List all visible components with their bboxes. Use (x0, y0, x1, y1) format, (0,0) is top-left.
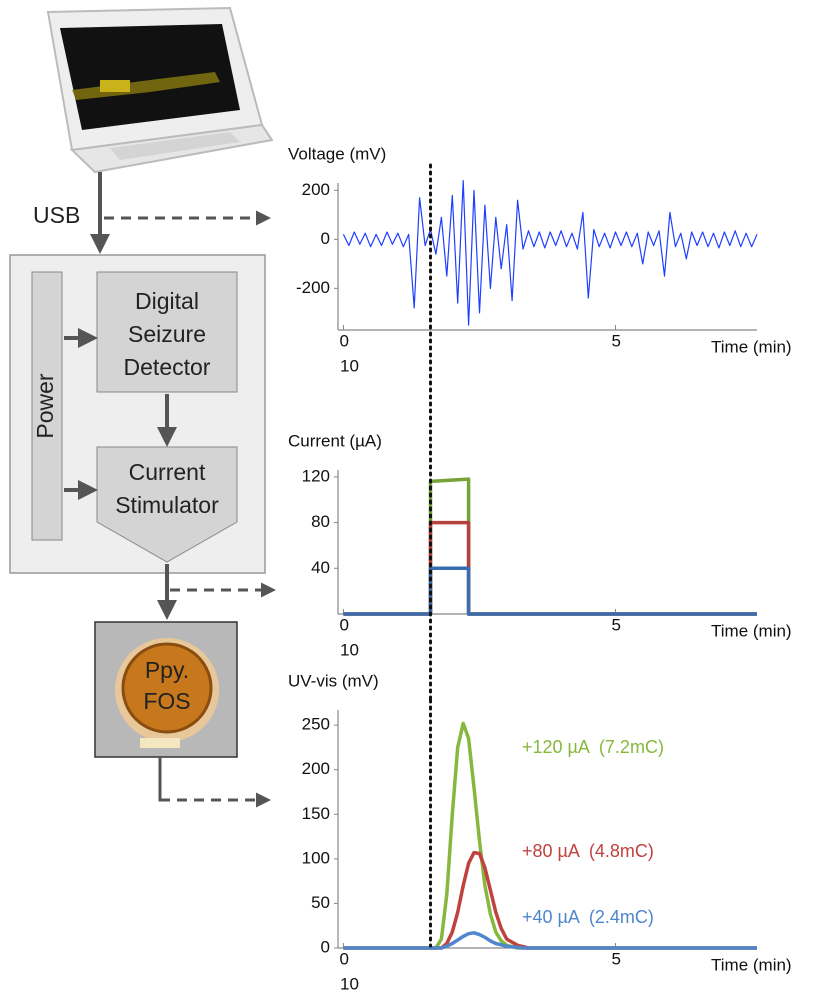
x-axis-label: Time (min) (711, 337, 792, 356)
data-line (343, 520, 757, 616)
x-tick-label: 0 (339, 615, 348, 634)
data-line (343, 566, 757, 616)
series-label: +120 µA (7.2mC) (522, 737, 664, 757)
y-axis-label: Voltage (mV) (288, 144, 386, 163)
y-tick-label: 80 (311, 512, 330, 531)
detector-label: Digital (135, 288, 199, 314)
annotation: 10 (340, 640, 359, 659)
y-tick-label: 0 (321, 229, 330, 248)
x-tick-label: 5 (612, 615, 621, 634)
series-label: +40 µA (2.4mC) (522, 907, 654, 927)
power-block (31, 271, 63, 541)
y-tick-label: 250 (302, 715, 330, 734)
laptop (46, 6, 274, 174)
stimulator-block (96, 446, 238, 563)
y-tick-label: 40 (311, 558, 330, 577)
data-line (343, 850, 757, 950)
data-line (343, 931, 757, 950)
x-axis-label: Time (min) (711, 955, 792, 974)
y-tick-label: 0 (321, 937, 330, 956)
annotation: 10 (340, 974, 359, 993)
sensor-label: Ppy. (145, 657, 189, 683)
data-line (343, 721, 757, 950)
stimulator-label: Stimulator (115, 492, 219, 518)
y-tick-label: 200 (302, 180, 330, 199)
annotation: 10 (340, 356, 359, 375)
series-label: +80 µA (4.8mC) (522, 841, 654, 861)
x-tick-label: 5 (612, 949, 621, 968)
data-line (343, 477, 757, 616)
y-tick-label: 50 (311, 893, 330, 912)
x-tick-label: 0 (339, 949, 348, 968)
data-line (342, 180, 758, 326)
x-tick-label: 0 (339, 331, 348, 350)
y-axis-label: Current (µA) (288, 431, 382, 450)
detector-label: Seizure (128, 321, 206, 347)
x-axis-label: Time (min) (711, 621, 792, 640)
detector-block (96, 271, 238, 393)
y-tick-label: 200 (302, 759, 330, 778)
connector (158, 757, 268, 802)
y-tick-label: 100 (302, 848, 330, 867)
usb-label: USB (33, 202, 80, 228)
detector-label: Detector (124, 354, 211, 380)
sensor-tab (140, 738, 180, 748)
sensor-label: FOS (143, 688, 190, 714)
x-tick-label: 5 (612, 331, 621, 350)
y-axis-label: UV-vis (mV) (288, 671, 379, 690)
sensor-disc (121, 642, 213, 734)
y-tick-label: 150 (302, 804, 330, 823)
power-label: Power (32, 373, 58, 439)
y-tick-label: -200 (296, 278, 330, 297)
y-tick-label: 120 (302, 466, 330, 485)
stimulator-label: Current (129, 459, 206, 485)
